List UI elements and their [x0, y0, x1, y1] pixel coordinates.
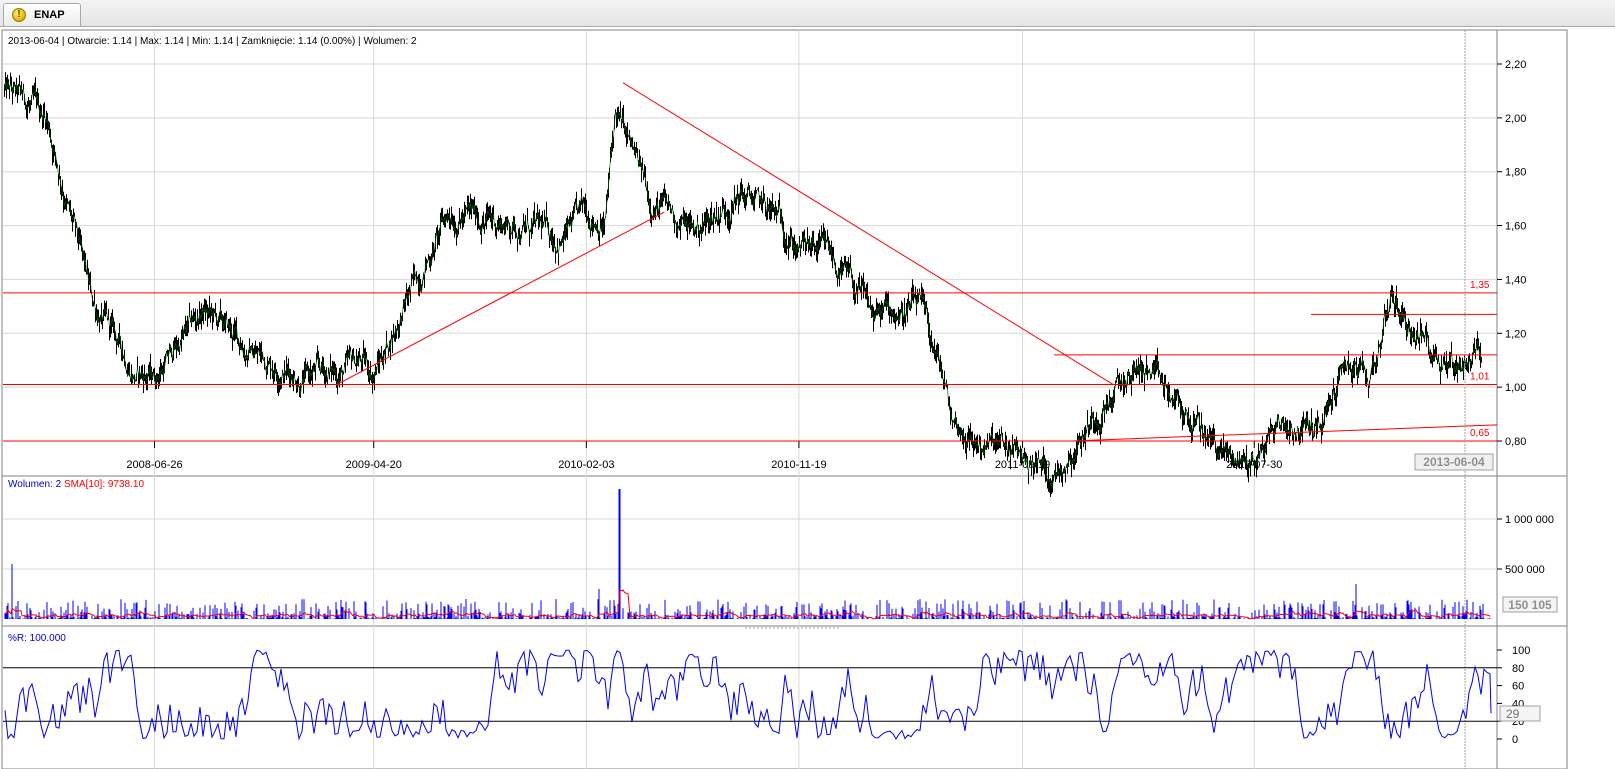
x-tick-label: 2010-11-19: [771, 459, 826, 471]
tab-enap[interactable]: ! ENAP: [3, 3, 81, 26]
info-max: Max: 1.14: [140, 36, 184, 47]
x-tick-label: 2010-02-03: [558, 459, 614, 471]
price-info-line: 2013-06-04 | Otwarcie: 1.14 | Max: 1.14 …: [8, 36, 417, 47]
y-tick-label: 1,60: [1505, 221, 1526, 233]
wr-label: %R: 100.000: [8, 633, 66, 644]
x-tick-label: 2008-06-26: [126, 459, 182, 471]
price-close-line: [4, 81, 1482, 488]
current-date-label: 2013-06-04: [1423, 455, 1485, 469]
level-label: 1,01: [1470, 371, 1490, 382]
trendline: [622, 82, 1114, 385]
y-tick-label: 1,80: [1505, 167, 1526, 179]
x-tick-label: 2009-04-20: [346, 459, 402, 471]
y-tick-label: 1 000 000: [1505, 514, 1554, 526]
info-volume: Wolumen: 2: [363, 36, 417, 47]
y-tick-label: 0,80: [1505, 436, 1526, 448]
y-tick-label: 2,00: [1505, 113, 1526, 125]
current-date-box: [1414, 453, 1494, 471]
wr-current-value: 29: [1506, 707, 1520, 721]
chart-area[interactable]: 2013-06-04 | Otwarcie: 1.14 | Max: 1.14 …: [0, 27, 1615, 769]
y-tick-label: 1,40: [1505, 274, 1526, 286]
volume-y-axis: 1 000 000 500 000: [1497, 514, 1554, 576]
volume-label: Wolumen: 2: [8, 479, 62, 490]
price-series: [4, 72, 1482, 497]
volume-value-box: [1502, 596, 1558, 613]
y-tick-label: 2,20: [1505, 59, 1526, 71]
volume-panel-header: Wolumen: 2 SMA[10]: 9738.10: [8, 479, 144, 490]
info-min: Min: 1.14: [192, 36, 234, 47]
tab-bar: ! ENAP: [0, 0, 1615, 27]
price-y-axis: 2,20 2,00 1,80 1,60 1,40 1,20 1,00 0,80: [1497, 59, 1526, 448]
level-labels: 1,35 1,01 0,65: [1470, 280, 1490, 439]
info-close: Zamknięcie: 1.14 (0.00%): [241, 36, 355, 47]
warning-icon: !: [12, 8, 26, 22]
sma-line: [4, 589, 1491, 620]
y-tick-label: 1,20: [1505, 328, 1526, 340]
price-panel-frame: [1, 29, 1568, 477]
trendline: [336, 211, 665, 385]
volume-current-value: 150 105: [1508, 598, 1552, 612]
info-open: Otwarcie: 1.14: [67, 36, 132, 47]
sma-label: SMA[10]: 9738.10: [64, 479, 144, 490]
y-tick-label: 100: [1512, 645, 1530, 657]
y-tick-label: 500 000: [1505, 564, 1545, 576]
y-tick-label: 80: [1512, 663, 1524, 675]
wr-panel-frame: [1, 625, 1568, 769]
wr-series: [4, 648, 1492, 741]
level-label: 1,35: [1470, 280, 1490, 291]
info-date: 2013-06-04: [8, 36, 60, 47]
wr-value-box: [1499, 705, 1541, 722]
trendline: [1071, 424, 1498, 442]
volume-panel-frame: [1, 475, 1568, 627]
y-tick-label: 60: [1512, 681, 1524, 693]
y-tick-label: 1,00: [1505, 382, 1526, 394]
y-tick-label: 0: [1512, 734, 1518, 746]
drawn-lines: [3, 82, 1498, 442]
level-label: 0,65: [1470, 428, 1490, 439]
tab-label: ENAP: [34, 9, 65, 21]
